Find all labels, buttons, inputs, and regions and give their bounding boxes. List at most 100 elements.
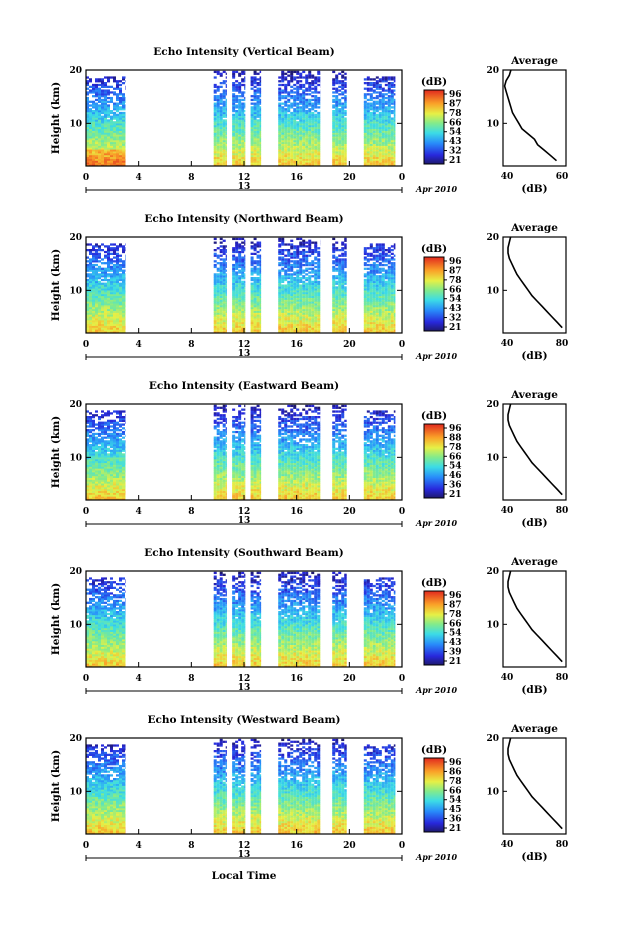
heatmap-cell [86,106,89,109]
heatmap-cell [101,278,104,282]
heatmap-cell [107,295,110,298]
heatmap-cell [213,119,217,122]
heatmap-cell [89,297,92,300]
heatmap-cell [253,154,257,158]
heatmap-cell [314,98,318,102]
heatmap-cell [89,89,92,92]
heatmap-cell [232,113,236,116]
heatmap-cell [287,106,291,109]
heatmap-cell [253,252,257,255]
heatmap-cell [284,96,288,100]
heatmap-cell [344,72,347,75]
heatmap-cell [122,82,125,85]
heatmap-cell [89,104,92,107]
heatmap-cell [366,119,370,122]
heatmap-cell [222,96,226,100]
heatmap-cell [287,156,291,159]
heatmap-cell [381,98,385,102]
heatmap-cell [302,113,306,116]
heatmap-cell [250,108,254,111]
heatmap-cell [256,100,260,103]
heatmap-cell [296,82,300,85]
heatmap-cell [311,87,315,90]
heatmap-cell [332,70,336,74]
heatmap-cell [250,151,254,154]
heatmap-cell [225,293,227,297]
heatmap-cell [302,134,306,137]
heatmap-cell [225,275,227,278]
heatmap-cell [222,273,226,276]
heatmap-cell [116,147,119,150]
heatmap-cell [387,141,391,144]
heatmap-cell [116,290,119,293]
heatmap-cell [317,91,321,94]
heatmap-cell [335,247,339,250]
heatmap-cell [225,329,227,332]
heatmap-cell [290,156,294,159]
heatmap-cell [384,134,388,137]
heatmap-cell [332,265,336,269]
heatmap-cell [299,237,303,241]
heatmap-cell [232,138,236,141]
heatmap-cell [384,162,388,165]
heatmap-cell [375,83,379,87]
heatmap-cell [119,277,122,280]
heatmap-cell [216,323,220,326]
heatmap-cell [250,83,254,87]
heatmap-cell [213,149,217,152]
heatmap-cell [232,85,236,88]
heatmap-cell [213,130,217,133]
heatmap-cell [216,152,220,156]
heatmap-cell [314,143,318,146]
heatmap-cell [101,319,104,323]
heatmap-cell [381,160,385,163]
heatmap-cell [375,164,379,167]
heatmap-cell [213,102,217,105]
heatmap-cell [95,245,98,248]
heatmap-cell [335,96,339,100]
heatmap-cell [98,158,101,161]
heatmap-cell [235,123,239,126]
heatmap-cell [344,143,347,146]
heatmap-cell [256,123,260,126]
heatmap-cell [86,87,89,90]
heatmap-cell [98,249,101,252]
heatmap-cell [390,82,394,85]
heatmap-cell [314,119,318,122]
heatmap-cell [216,139,220,143]
heatmap-cell [92,139,95,143]
heatmap-cell [296,76,300,79]
heatmap-cell [338,136,342,139]
heatmap-cell [232,106,236,109]
heatmap-cell [384,151,388,154]
heatmap-cell [250,245,254,248]
heatmap-cell [378,139,382,143]
heatmap-cell [113,128,116,131]
heatmap-cell [98,295,101,298]
heatmap-cell [86,325,89,328]
heatmap-cell [116,258,119,261]
heatmap-cell [305,78,309,81]
heatmap-cell [244,152,246,156]
heatmap-cell [338,258,342,261]
heatmap-cell [89,162,92,165]
heatmap-cell [86,134,89,137]
heatmap-cell [287,273,291,276]
heatmap-cell [89,308,92,311]
heatmap-cell [116,299,119,302]
heatmap-cell [390,95,394,98]
heatmap-cell [290,111,294,115]
heatmap-cell [335,110,339,113]
heatmap-cell [311,128,315,131]
heatmap-cell [259,87,262,90]
heatmap-cell [281,256,285,259]
heatmap-cell [101,295,104,298]
heatmap-cell [122,327,125,330]
heatmap-cell [107,284,110,287]
heatmap-cell [125,136,126,139]
heatmap-cell [253,134,257,137]
heatmap-cell [387,156,391,159]
heatmap-cell [232,160,236,163]
heatmap-cell [213,280,217,283]
heatmap-cell [101,162,104,165]
